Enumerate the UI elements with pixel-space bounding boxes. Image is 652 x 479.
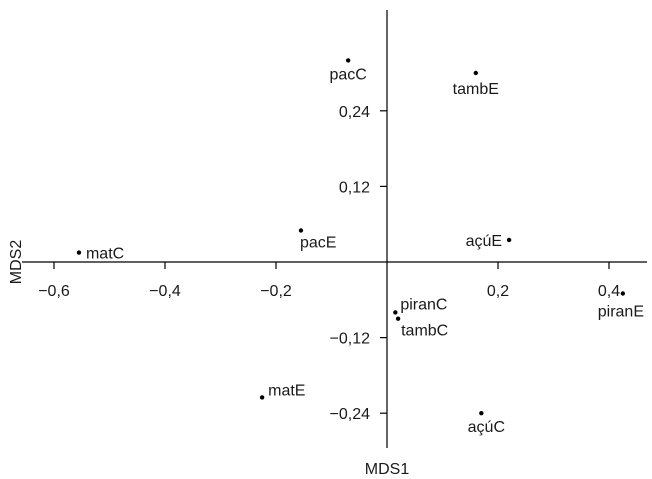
point-label: pacE [300,235,336,252]
point-label: açúE [466,233,502,250]
point-label: piranE [598,304,644,321]
point-label: matE [268,382,305,399]
point-label: tambC [401,323,448,340]
data-point [345,58,351,63]
data-point [395,316,401,321]
data-point [259,395,265,400]
x-tick-label: −0,4 [149,283,181,300]
point-label: tambE [453,81,499,98]
y-tick-label: −0,24 [330,406,371,423]
x-tick-label: −0,2 [260,283,292,300]
x-axis-title: MDS1 [365,461,410,478]
axis-ticks: −0,6 −0,4 −0,2 0,2 0,4 0,24 0,12 −0,12 −0,24 [38,104,620,423]
point-label: matС [86,246,124,263]
point-label: açúC [468,419,505,436]
point-label: piranC [400,296,447,313]
y-tick-label: 0,24 [339,104,370,121]
x-tick-label: −0,6 [38,283,70,300]
point-label: pacC [329,66,366,83]
y-axis-title: MDS2 [8,240,25,285]
y-tick-label: −0,12 [330,331,371,348]
y-tick-label: 0,12 [339,179,370,196]
data-point [76,250,82,255]
data-point [620,291,626,296]
axes [22,10,647,448]
data-points: pacC tambE pacE matС açúE piranC tambC piranE ma… [76,58,644,436]
data-point [298,228,304,233]
x-tick-label: 0,4 [598,283,620,300]
data-point [473,70,478,76]
data-point [479,411,484,416]
x-tick-label: 0,2 [487,283,509,300]
data-point [506,237,512,243]
data-point [393,310,398,315]
